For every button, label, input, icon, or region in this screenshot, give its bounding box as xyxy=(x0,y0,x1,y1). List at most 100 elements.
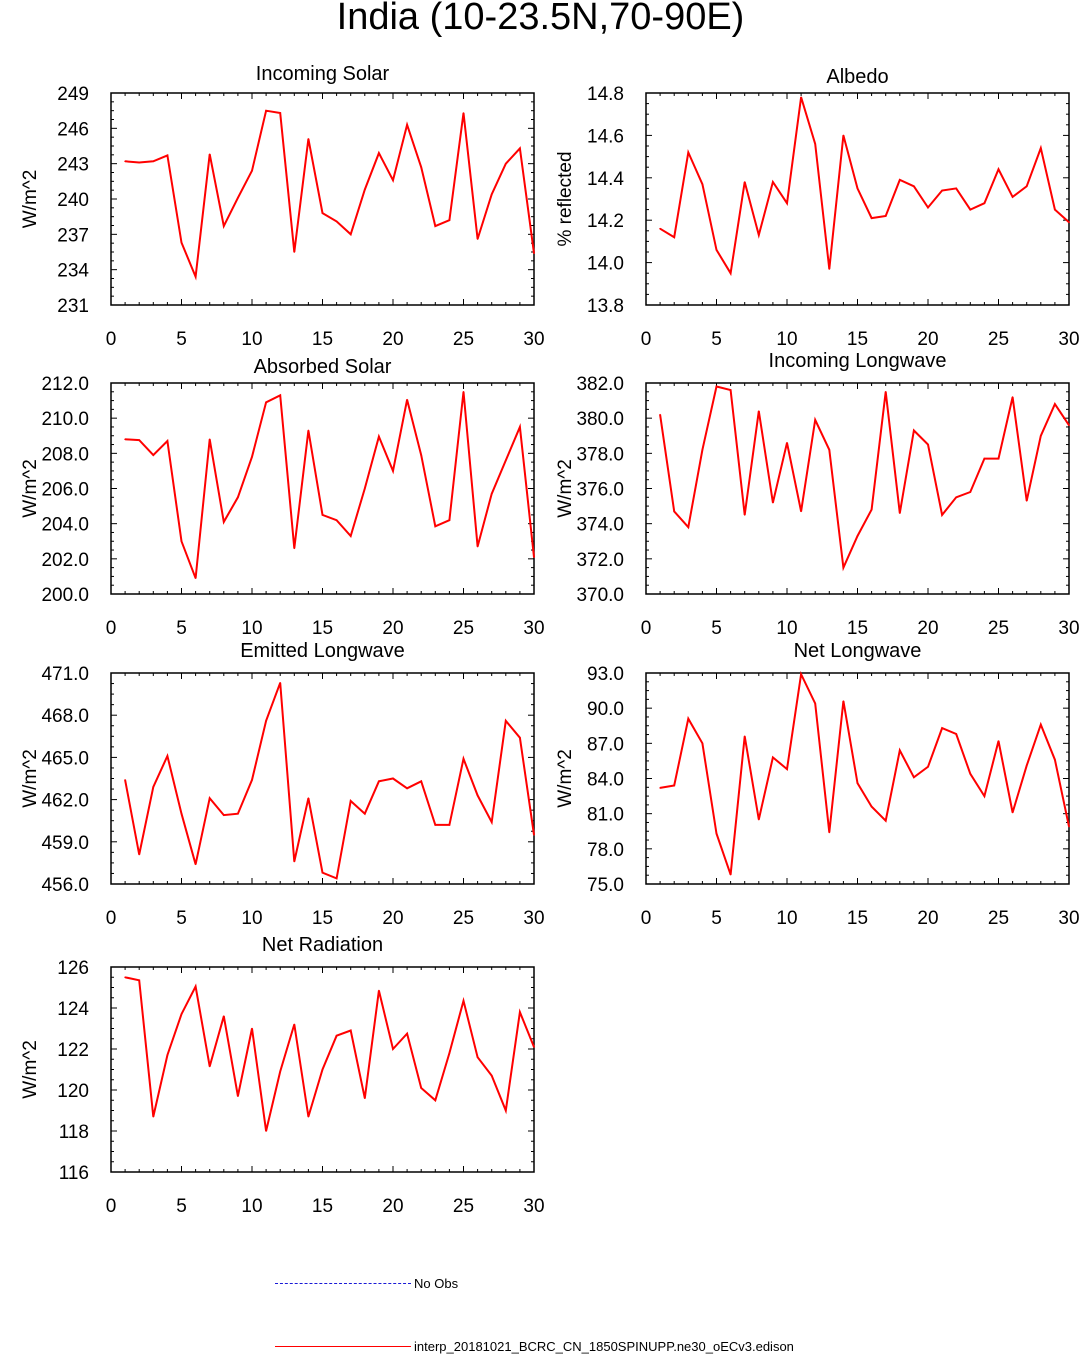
data-point xyxy=(870,805,873,808)
data-point xyxy=(1011,811,1014,814)
data-point xyxy=(800,510,802,513)
x-tick-label: 0 xyxy=(106,908,117,929)
data-point xyxy=(758,234,760,236)
data-point xyxy=(124,438,126,441)
data-point xyxy=(955,496,957,499)
x-tick-label: 30 xyxy=(523,329,544,350)
data-point xyxy=(392,470,394,472)
x-tick-label: 15 xyxy=(312,908,333,929)
panel-title: Incoming Solar xyxy=(256,63,390,85)
data-point xyxy=(138,161,140,164)
panel-2: 0 5 10 15 20 25 30 13.8 14.0 14.2 14.4 14.6 14.8 % re… xyxy=(555,66,1080,350)
data-point xyxy=(462,390,465,393)
data-point xyxy=(505,1109,507,1112)
data-point xyxy=(505,720,507,722)
figure-title: India (10-23.5N,70-90E) xyxy=(336,0,745,38)
panel-4: 0 5 10 15 20 25 30 370.0 372.0 374.0 376.0 378.0 380… xyxy=(555,350,1080,639)
panel-6: 0 5 10 15 20 25 30 75.0 78.0 81.0 84.0 87.0 90.0 93.0… xyxy=(555,640,1080,929)
data-point xyxy=(701,742,704,745)
data-point xyxy=(1040,723,1042,726)
y-tick-label: 376.0 xyxy=(576,480,624,501)
y-tick-label: 126 xyxy=(57,958,89,979)
series-line xyxy=(124,976,535,1132)
data-point xyxy=(870,508,873,511)
y-tick-label: 468.0 xyxy=(41,706,89,727)
data-point xyxy=(842,566,845,569)
x-tick-label: 0 xyxy=(106,1196,117,1217)
data-point xyxy=(335,519,338,521)
data-point xyxy=(307,797,310,799)
data-point xyxy=(321,212,324,214)
x-tick-label: 20 xyxy=(382,908,403,929)
y-tick-label: 210.0 xyxy=(41,409,89,430)
data-point xyxy=(223,1015,225,1017)
data-point xyxy=(364,487,366,490)
data-point xyxy=(208,797,211,799)
y-tick-label: 206.0 xyxy=(41,480,89,501)
data-point xyxy=(1068,825,1070,828)
y-tick-label: 87.0 xyxy=(587,734,624,755)
data-point xyxy=(743,514,746,516)
data-point xyxy=(927,443,929,446)
data-point xyxy=(927,765,929,768)
y-tick-label: 243 xyxy=(57,155,89,176)
x-tick-label: 20 xyxy=(382,618,403,639)
data-point xyxy=(448,519,451,521)
data-point xyxy=(349,535,352,537)
data-point xyxy=(138,439,140,441)
panel-3: 0 5 10 15 20 25 30 200.0 202.0 204.0 206.0 208.0 210… xyxy=(20,356,545,639)
y-tick-label: 84.0 xyxy=(587,770,624,791)
y-tick-label: 212.0 xyxy=(41,374,89,395)
data-point xyxy=(462,112,465,114)
data-point xyxy=(729,272,732,275)
data-point xyxy=(772,756,774,759)
x-tick-label: 5 xyxy=(711,329,722,350)
data-point xyxy=(828,449,831,451)
data-point xyxy=(152,160,155,163)
data-point xyxy=(687,717,690,720)
data-point xyxy=(842,700,845,702)
data-point xyxy=(997,457,1000,460)
y-axis-label: W/m^2 xyxy=(555,459,576,518)
x-tick-label: 20 xyxy=(382,329,403,350)
series-line xyxy=(659,670,1070,875)
y-tick-label: 456.0 xyxy=(41,875,89,896)
data-point xyxy=(476,545,479,548)
data-point xyxy=(729,873,732,876)
data-point xyxy=(448,1052,451,1054)
data-point xyxy=(533,1046,535,1048)
y-axis-label: W/m^2 xyxy=(20,170,41,229)
data-point xyxy=(251,456,253,458)
y-tick-label: 231 xyxy=(57,296,89,317)
data-point xyxy=(758,410,760,412)
data-point xyxy=(856,782,859,784)
data-point xyxy=(321,1068,324,1071)
y-tick-label: 14.6 xyxy=(587,126,624,147)
data-point xyxy=(223,521,225,523)
series-line xyxy=(125,391,535,579)
x-tick-label: 20 xyxy=(382,1196,403,1217)
y-tick-label: 204.0 xyxy=(41,515,89,536)
data-point xyxy=(279,682,282,684)
data-point xyxy=(828,831,831,834)
data-point xyxy=(152,454,155,456)
data-point xyxy=(223,814,225,816)
data-point xyxy=(772,181,774,183)
y-tick-label: 81.0 xyxy=(587,805,624,826)
data-point xyxy=(307,1115,310,1118)
data-point xyxy=(997,740,1000,742)
data-point xyxy=(786,441,788,444)
data-point xyxy=(519,736,521,739)
data-point xyxy=(180,812,183,815)
data-point xyxy=(335,220,338,223)
x-tick-label: 0 xyxy=(641,618,652,639)
x-tick-label: 15 xyxy=(312,1196,333,1217)
x-tick-label: 25 xyxy=(453,908,474,929)
data-point xyxy=(913,776,915,779)
series-line xyxy=(659,96,1070,277)
data-point xyxy=(476,1056,479,1058)
y-axis-label: W/m^2 xyxy=(20,1040,41,1099)
y-tick-label: 471.0 xyxy=(41,664,89,685)
y-tick-label: 237 xyxy=(57,225,89,246)
x-tick-label: 10 xyxy=(776,908,797,929)
